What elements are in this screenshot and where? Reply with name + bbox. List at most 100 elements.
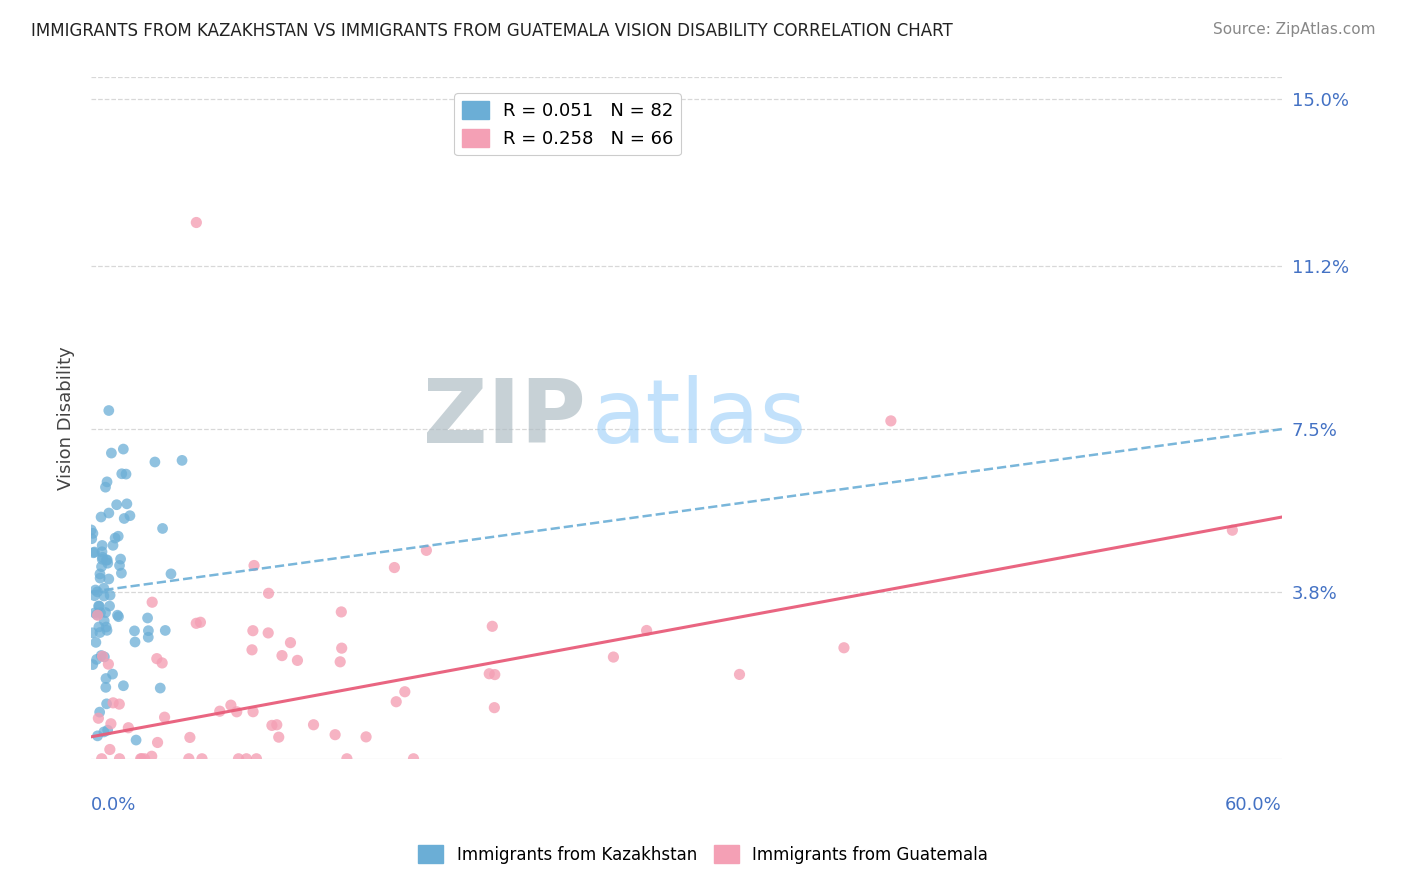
Point xyxy=(89,566,111,581)
Point xyxy=(83,545,105,559)
Point xyxy=(179,731,201,745)
Point xyxy=(83,589,105,603)
Point xyxy=(101,667,124,681)
Point xyxy=(93,589,115,603)
Point xyxy=(89,705,111,719)
Point xyxy=(107,608,129,623)
Point xyxy=(98,588,121,602)
Point xyxy=(478,666,501,681)
Point xyxy=(87,599,110,613)
Point xyxy=(82,526,104,541)
Point xyxy=(93,725,115,739)
Point xyxy=(124,635,146,649)
Point xyxy=(107,529,129,543)
Point xyxy=(110,552,132,566)
Point xyxy=(84,582,107,597)
Point xyxy=(242,705,264,719)
Text: IMMIGRANTS FROM KAZAKHSTAN VS IMMIGRANTS FROM GUATEMALA VISION DISABILITY CORREL: IMMIGRANTS FROM KAZAKHSTAN VS IMMIGRANTS… xyxy=(31,22,953,40)
Point xyxy=(96,553,118,567)
Point xyxy=(118,508,141,523)
Point xyxy=(96,475,118,489)
Point xyxy=(89,606,111,620)
Point xyxy=(94,681,117,695)
Point xyxy=(228,752,250,766)
Point xyxy=(96,553,118,567)
Point xyxy=(90,648,112,663)
Point xyxy=(186,616,208,631)
Point xyxy=(104,531,127,545)
Point xyxy=(125,733,148,747)
Point xyxy=(89,599,111,614)
Text: ZIP: ZIP xyxy=(423,375,585,462)
Point xyxy=(190,615,212,630)
Point xyxy=(243,558,266,573)
Point xyxy=(91,545,114,559)
Point xyxy=(832,640,855,655)
Point xyxy=(100,716,122,731)
Point xyxy=(138,624,160,638)
Point xyxy=(146,735,169,749)
Point xyxy=(136,630,159,644)
Point xyxy=(86,585,108,599)
Point xyxy=(112,442,135,456)
Point xyxy=(80,523,103,537)
Point xyxy=(82,546,104,560)
Point xyxy=(636,624,658,638)
Point xyxy=(880,414,903,428)
Point xyxy=(87,711,110,725)
Point xyxy=(86,729,108,743)
Point xyxy=(93,649,115,664)
Point xyxy=(728,667,751,681)
Point xyxy=(240,643,263,657)
Point xyxy=(101,538,124,552)
Point xyxy=(108,697,131,711)
Point xyxy=(94,672,117,686)
Point xyxy=(155,624,177,638)
Point xyxy=(266,718,288,732)
Point xyxy=(191,752,214,766)
Point xyxy=(80,532,103,546)
Point xyxy=(94,480,117,494)
Point xyxy=(91,649,114,664)
Point xyxy=(153,710,176,724)
Point xyxy=(330,641,353,656)
Point xyxy=(82,625,104,640)
Point xyxy=(112,679,135,693)
Point xyxy=(323,728,346,742)
Point xyxy=(143,455,166,469)
Point xyxy=(602,650,624,665)
Point xyxy=(90,752,112,766)
Point xyxy=(115,467,138,481)
Point xyxy=(124,624,146,638)
Point xyxy=(170,453,193,467)
Point xyxy=(141,749,163,764)
Point xyxy=(330,605,353,619)
Point xyxy=(235,752,257,766)
Point xyxy=(97,657,120,672)
Point xyxy=(84,635,107,649)
Point xyxy=(89,571,111,585)
Point xyxy=(150,656,173,670)
Point xyxy=(129,752,152,766)
Point xyxy=(98,742,121,756)
Point xyxy=(302,718,325,732)
Text: atlas: atlas xyxy=(592,375,807,462)
Point xyxy=(141,595,163,609)
Point xyxy=(354,730,377,744)
Point xyxy=(271,648,294,663)
Point xyxy=(267,730,290,744)
Point xyxy=(329,655,352,669)
Point xyxy=(105,498,128,512)
Point xyxy=(110,566,132,581)
Point xyxy=(385,695,408,709)
Point xyxy=(146,651,169,665)
Point xyxy=(131,752,153,766)
Point xyxy=(96,624,118,638)
Point xyxy=(100,446,122,460)
Point xyxy=(225,705,247,719)
Point xyxy=(107,609,129,624)
Point xyxy=(208,704,231,718)
Point xyxy=(90,559,112,574)
Point xyxy=(134,752,156,766)
Point xyxy=(136,611,159,625)
